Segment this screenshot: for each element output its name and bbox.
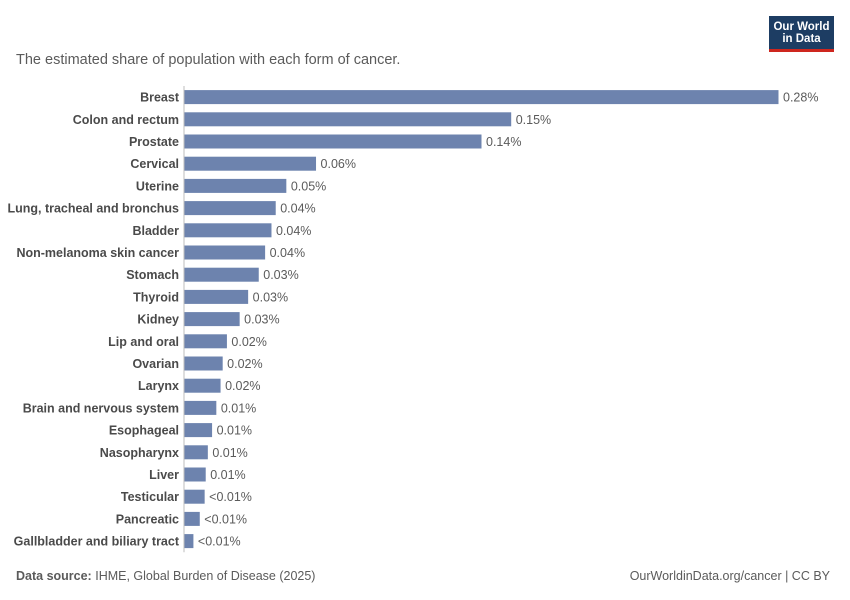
category-label: Uterine [136,179,179,193]
value-label: 0.03% [244,313,279,327]
category-label: Bladder [132,224,179,238]
category-label: Ovarian [132,357,179,371]
category-label: Esophageal [109,424,179,438]
bar[interactable] [184,445,208,460]
bar[interactable] [184,400,217,415]
category-label: Cervical [130,157,179,171]
bar[interactable] [184,423,213,438]
value-label: 0.01% [212,446,247,460]
value-label: 0.03% [253,290,288,304]
data-source: Data source: IHME, Global Burden of Dise… [16,569,315,583]
bar[interactable] [184,467,206,482]
value-label: 0.06% [321,157,356,171]
bar[interactable] [184,356,223,371]
logo-line-2: in Data [782,33,821,45]
bar[interactable] [184,489,205,504]
bar[interactable] [184,312,240,327]
category-label: Lung, tracheal and bronchus [7,202,179,216]
value-label: 0.04% [270,246,305,260]
category-label: Larynx [138,379,179,393]
value-label: 0.03% [263,268,298,282]
data-source-label: Data source: [16,569,92,583]
value-label: 0.01% [217,424,252,438]
bar[interactable] [184,267,259,282]
bar[interactable] [184,156,317,171]
bar[interactable] [184,223,272,238]
bar[interactable] [184,378,221,393]
category-label: Gallbladder and biliary tract [14,535,180,549]
value-label: 0.15% [516,113,551,127]
bar[interactable] [184,245,266,260]
category-label: Thyroid [133,290,179,304]
owid-logo[interactable]: Our World in Data [769,16,834,52]
bar[interactable] [184,511,200,526]
bar[interactable] [184,112,512,127]
category-label: Stomach [126,268,179,282]
bar[interactable] [184,90,779,105]
value-label: 0.28% [783,91,818,105]
value-label: <0.01% [204,512,247,526]
value-label: <0.01% [209,490,252,504]
bar[interactable] [184,289,249,304]
category-label: Lip and oral [108,335,179,349]
logo-line-1: Our World [773,21,830,33]
category-label: Brain and nervous system [23,401,179,415]
bar[interactable] [184,334,227,349]
bar[interactable] [184,534,194,549]
category-label: Prostate [129,135,179,149]
bar[interactable] [184,134,482,149]
category-label: Nasopharynx [100,446,179,460]
category-label: Non-melanoma skin cancer [16,246,179,260]
value-label: 0.01% [221,401,256,415]
value-label: 0.02% [225,379,260,393]
category-label: Kidney [137,313,179,327]
value-label: <0.01% [198,535,241,549]
value-label: 0.05% [291,179,326,193]
bar[interactable] [184,178,287,193]
value-label: 0.01% [210,468,245,482]
value-label: 0.02% [231,335,266,349]
value-label: 0.02% [227,357,262,371]
bar[interactable] [184,201,276,216]
data-source-text[interactable]: IHME, Global Burden of Disease (2025) [95,569,316,583]
category-label: Liver [149,468,179,482]
category-label: Testicular [121,490,179,504]
value-label: 0.14% [486,135,521,149]
category-label: Breast [140,91,180,105]
category-label: Pancreatic [116,512,179,526]
category-label: Colon and rectum [73,113,179,127]
footer-credit[interactable]: OurWorldinData.org/cancer | CC BY [629,569,830,583]
chart-subtitle: The estimated share of population with e… [16,52,401,68]
value-label: 0.04% [276,224,311,238]
value-label: 0.04% [280,202,315,216]
